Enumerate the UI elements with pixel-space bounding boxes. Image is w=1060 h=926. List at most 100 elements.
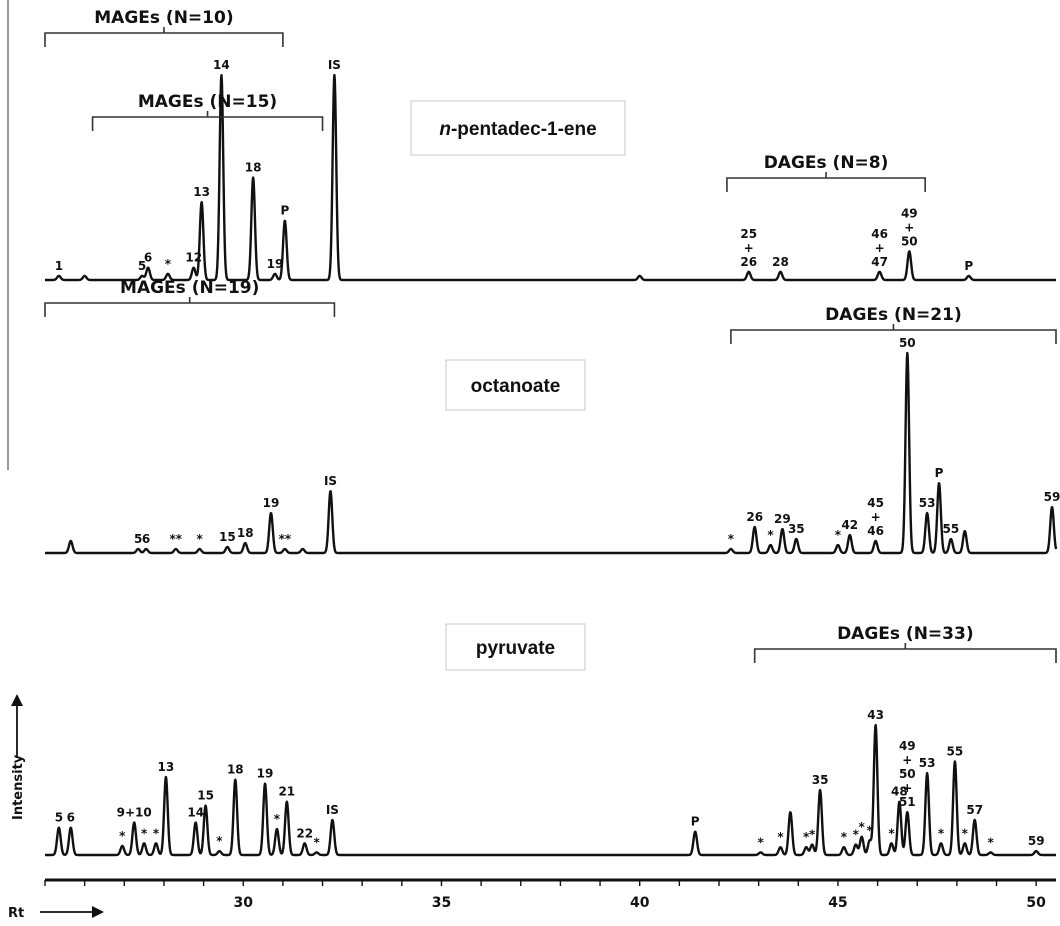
peak-label: 53 xyxy=(919,756,936,770)
peak-label: ** xyxy=(170,532,183,546)
peak-label: + xyxy=(904,220,914,234)
peak-label: 26 xyxy=(740,255,757,269)
peak-label: 14 xyxy=(187,806,204,820)
peak-label: 59 xyxy=(1044,490,1060,504)
x-tick-label: 40 xyxy=(630,895,650,911)
peak-label: 18 xyxy=(237,526,254,540)
peak-label: 13 xyxy=(158,760,175,774)
peak-label: P xyxy=(691,815,700,829)
peak-label: * xyxy=(809,828,816,842)
peak-label: 49 xyxy=(899,739,916,753)
peak-label: * xyxy=(728,532,735,546)
peak-label: P xyxy=(281,204,290,218)
peak-label: * xyxy=(962,826,969,840)
peak-label: 43 xyxy=(867,708,884,722)
group-label: MAGEs (N=10) xyxy=(94,8,233,28)
peak-label: 18 xyxy=(245,161,262,175)
peak-label: * xyxy=(803,830,810,844)
peak-label: IS xyxy=(326,803,339,817)
group-label: MAGEs (N=15) xyxy=(138,92,277,112)
peak-label: 29 xyxy=(774,512,791,526)
group-label: MAGEs (N=19) xyxy=(120,278,259,298)
peak-label: * xyxy=(119,829,126,843)
peak-label: 12 xyxy=(185,251,202,265)
peak-label: 9+10 xyxy=(117,806,152,820)
peak-label: * xyxy=(153,826,160,840)
peak-label: 55 xyxy=(943,522,960,536)
peak-label: 21 xyxy=(278,785,295,799)
peak-label: 6 xyxy=(142,532,150,546)
peak-label: * xyxy=(313,835,320,849)
peak-label: P xyxy=(935,466,944,480)
x-tick-label: 30 xyxy=(233,895,253,911)
peak-label: 57 xyxy=(966,803,983,817)
peak-label: P xyxy=(964,259,973,273)
peak-label: 5 xyxy=(134,532,142,546)
peak-label: * xyxy=(835,528,842,542)
peak-label: IS xyxy=(328,58,341,72)
peak-label: 59 xyxy=(1028,834,1045,848)
peak-label: 47 xyxy=(871,255,888,269)
group-bracket xyxy=(44,302,336,317)
group-bracket xyxy=(44,32,284,47)
peak-label: * xyxy=(757,835,764,849)
x-axis-arrowhead xyxy=(92,906,104,918)
peak-label: * xyxy=(216,834,223,848)
y-axis-label-group: Intensity xyxy=(11,694,26,820)
peak-label: 45 xyxy=(867,496,884,510)
peak-label: 15 xyxy=(219,530,236,544)
x-axis: 30 35 40 45 50 Rt xyxy=(8,878,1056,921)
panel-title: pyruvate xyxy=(476,638,555,659)
y-axis-arrowhead xyxy=(11,694,23,706)
trace-octanoate xyxy=(44,351,1058,555)
peak-label: 5 xyxy=(138,259,146,273)
peak-label: 19 xyxy=(267,257,284,271)
panel-title: n-pentadec-1-ene xyxy=(439,119,596,140)
peak-label: * xyxy=(938,826,945,840)
panel-title-box xyxy=(445,623,586,671)
peak-label: 55 xyxy=(947,744,964,758)
panel-title-box xyxy=(410,100,626,156)
group-label: DAGEs (N=33) xyxy=(837,624,974,644)
peak-label: 42 xyxy=(841,518,858,532)
peak-label: 28 xyxy=(772,255,789,269)
peak-label: 53 xyxy=(919,496,936,510)
peak-label: 18 xyxy=(227,763,244,777)
peak-label: + xyxy=(902,781,912,795)
peak-label: 35 xyxy=(788,522,805,536)
peak-label: 50 xyxy=(901,234,918,248)
peak-label: * xyxy=(141,826,148,840)
group-bracket xyxy=(730,329,1057,344)
peak-label: 6 xyxy=(67,811,75,825)
peak-label: 46 xyxy=(867,524,884,538)
peak-label: 48 xyxy=(891,785,908,799)
peak-label: * xyxy=(165,257,172,271)
y-axis-label: Intensity xyxy=(11,754,26,820)
peak-label: 19 xyxy=(257,767,274,781)
peak-label: 35 xyxy=(812,773,829,787)
x-tick-label: 50 xyxy=(1026,895,1046,911)
peak-label: 50 xyxy=(899,767,916,781)
peak-label: 26 xyxy=(746,510,763,524)
trace-pyruvate xyxy=(44,723,1057,857)
peak-label: 49 xyxy=(901,206,918,220)
peak-label: ** xyxy=(279,532,292,546)
peak-label: + xyxy=(744,241,754,255)
peak-label: * xyxy=(987,835,994,849)
group-bracket xyxy=(91,116,324,131)
peak-label: * xyxy=(196,532,203,546)
peak-label: 51 xyxy=(899,795,916,809)
peak-label: + xyxy=(871,510,881,524)
peak-label: 46 xyxy=(871,227,888,241)
peak-label: 14 xyxy=(213,58,230,72)
peak-label: * xyxy=(888,826,895,840)
group-bracket xyxy=(753,648,1057,663)
peak-label: * xyxy=(841,830,848,844)
x-tick-label: 35 xyxy=(432,895,451,911)
peak-label: * xyxy=(859,820,866,834)
peak-label: * xyxy=(867,824,874,838)
x-tick-label: 45 xyxy=(828,895,847,911)
